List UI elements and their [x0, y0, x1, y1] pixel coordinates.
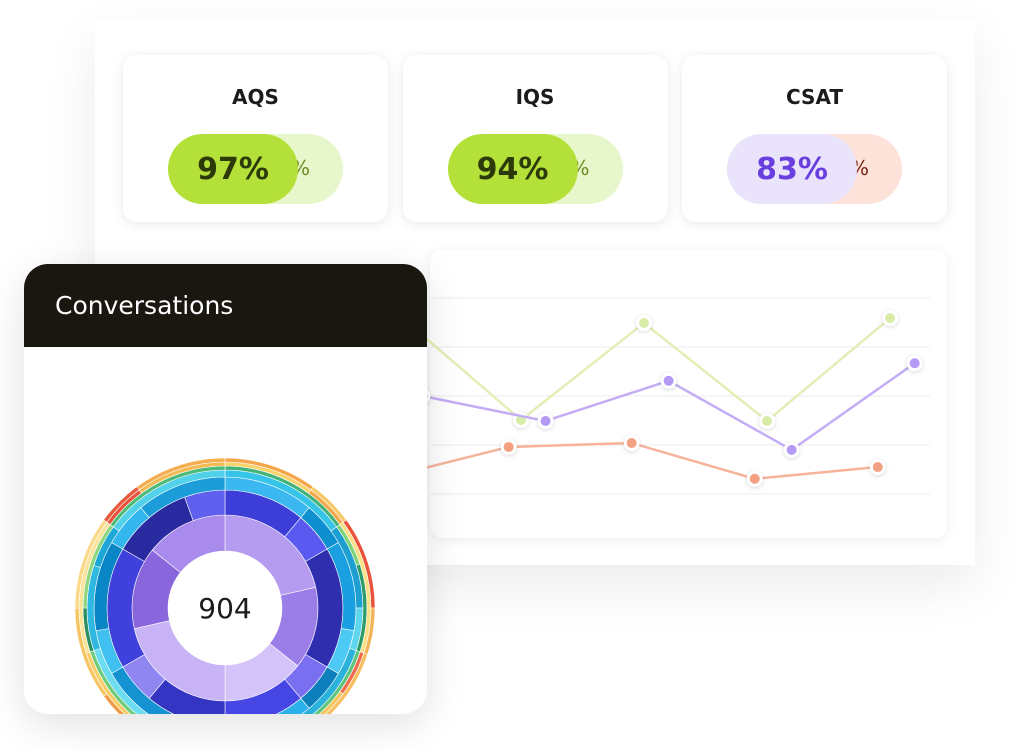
data-point: [660, 372, 677, 389]
conversations-card: Conversations 904: [24, 264, 427, 714]
metric-value: 83%: [727, 134, 857, 204]
sunburst: 904: [74, 457, 376, 714]
sunburst-segment: [136, 457, 226, 491]
sunburst-segment: [275, 697, 310, 714]
data-point: [636, 314, 652, 331]
sunburst-hole: [168, 551, 282, 665]
sunburst-segment: [324, 652, 369, 714]
data-point: [500, 438, 517, 455]
data-point: [759, 412, 776, 429]
metric-value: 97%: [168, 134, 298, 204]
metric-label: AQS: [232, 85, 279, 109]
metric-card: AQS% 97%: [123, 55, 388, 222]
data-point: [623, 435, 640, 452]
metric-value: 94%: [447, 134, 578, 204]
data-point: [869, 459, 886, 476]
card-header: Conversations: [24, 264, 427, 347]
total-value: 904: [198, 592, 251, 625]
sunburst-segment: [318, 691, 344, 714]
metric-label: CSAT: [785, 85, 844, 109]
card-title: Conversations: [55, 291, 234, 320]
data-point: [746, 470, 763, 487]
metric-card: CSAT% 83%: [682, 55, 947, 222]
data-point: [537, 412, 554, 429]
data-point: [783, 441, 800, 458]
metric-label: IQS: [515, 85, 555, 109]
data-point: [906, 355, 923, 372]
metric-card: IQS% 94%: [402, 55, 668, 222]
data-point: [882, 310, 899, 327]
